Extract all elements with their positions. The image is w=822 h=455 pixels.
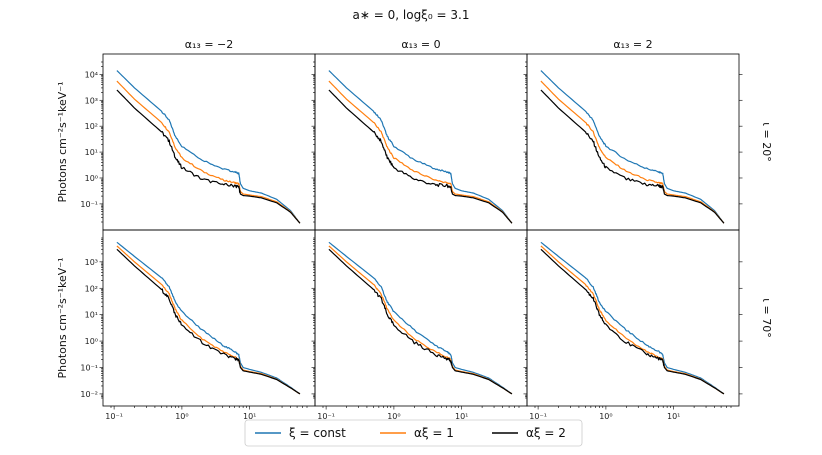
panel-series-r0-c2 — [540, 70, 725, 224]
panel-series-r0-c0 — [116, 70, 301, 224]
panel-series-r0-c1 — [328, 70, 513, 224]
y-tick-label: 10² — [85, 284, 98, 293]
series-line-ξ = const — [116, 70, 301, 224]
x-tick-label: 10⁰ — [175, 412, 188, 421]
row-label: ι = 70° — [760, 298, 773, 337]
y-tick-label: 10⁻² — [80, 390, 98, 399]
series-line-αξ = 1 — [328, 245, 513, 395]
series-line-αξ = 1 — [540, 245, 725, 395]
panel-r1-c2 — [523, 229, 743, 410]
series-line-αξ = 2 — [116, 89, 301, 224]
x-tick-label: 10⁰ — [599, 412, 612, 421]
series-line-αξ = 2 — [540, 89, 725, 224]
series-line-ξ = const — [116, 241, 301, 395]
legend: ξ = const αξ = 1 αξ = 2 — [244, 419, 583, 447]
legend-label: αξ = 2 — [526, 426, 566, 440]
legend-box — [244, 419, 583, 447]
x-tick-label: 10¹ — [243, 412, 256, 421]
y-tick-label: 10⁰ — [85, 174, 98, 183]
series-line-ξ = const — [328, 70, 513, 224]
y-tick-label: 10⁻¹ — [80, 200, 98, 209]
x-tick-label: 10⁻¹ — [105, 412, 123, 421]
series-line-αξ = 1 — [116, 245, 301, 395]
x-tick-label: 10⁻¹ — [529, 412, 547, 421]
panel-r0-c2 — [523, 53, 743, 231]
legend-label: ξ = const — [289, 426, 346, 440]
series-line-αξ = 1 — [540, 80, 725, 224]
x-tick-label: 10⁻¹ — [317, 412, 335, 421]
y-tick-label: 10² — [85, 122, 98, 131]
x-tick-label: 10¹ — [667, 412, 680, 421]
panel-frame — [526, 53, 740, 231]
figure-title: a∗ = 0, logξ₀ = 3.1 — [353, 8, 470, 22]
series-line-αξ = 2 — [328, 248, 513, 395]
panel-series-r1-c0 — [116, 241, 301, 395]
y-tick-label: 10⁴ — [85, 70, 98, 79]
y-axis-label: Photons cm⁻²s⁻¹keV⁻¹ — [56, 258, 69, 379]
y-tick-label: 10⁻¹ — [80, 363, 98, 372]
y-tick-label: 10³ — [85, 96, 98, 105]
series-line-αξ = 1 — [328, 80, 513, 224]
column-title: α₁₃ = 2 — [613, 38, 652, 51]
panels-group: 10⁻¹ 10⁰ 10¹ 10² 10³ 10⁴ 10⁻² 10⁻¹ 10⁰ 10¹ 10² 10³ 1… — [56, 38, 773, 421]
y-tick-label: 10¹ — [85, 311, 98, 320]
y-tick-label: 10¹ — [85, 148, 98, 157]
series-line-ξ = const — [540, 70, 725, 224]
series-line-αξ = 2 — [328, 89, 513, 224]
y-tick-label: 10³ — [85, 258, 98, 267]
row-label: ι = 20° — [760, 122, 773, 161]
panel-series-r1-c1 — [328, 241, 513, 395]
x-tick-label: 10¹ — [455, 412, 468, 421]
series-line-αξ = 2 — [540, 248, 725, 395]
y-tick-label: 10⁰ — [85, 337, 98, 346]
column-title: α₁₃ = 0 — [401, 38, 440, 51]
panel-frame — [314, 53, 528, 231]
series-line-ξ = const — [328, 241, 513, 395]
series-line-αξ = 2 — [116, 248, 301, 395]
series-line-αξ = 1 — [116, 80, 301, 224]
x-tick-label: 10⁰ — [387, 412, 400, 421]
legend-label: αξ = 1 — [414, 426, 454, 440]
panel-series-r1-c2 — [540, 241, 725, 395]
column-title: α₁₃ = −2 — [185, 38, 234, 51]
panel-frame — [102, 53, 316, 231]
panel-frame — [526, 229, 740, 407]
series-line-ξ = const — [540, 241, 725, 395]
y-axis-label: Photons cm⁻²s⁻¹keV⁻¹ — [56, 82, 69, 203]
